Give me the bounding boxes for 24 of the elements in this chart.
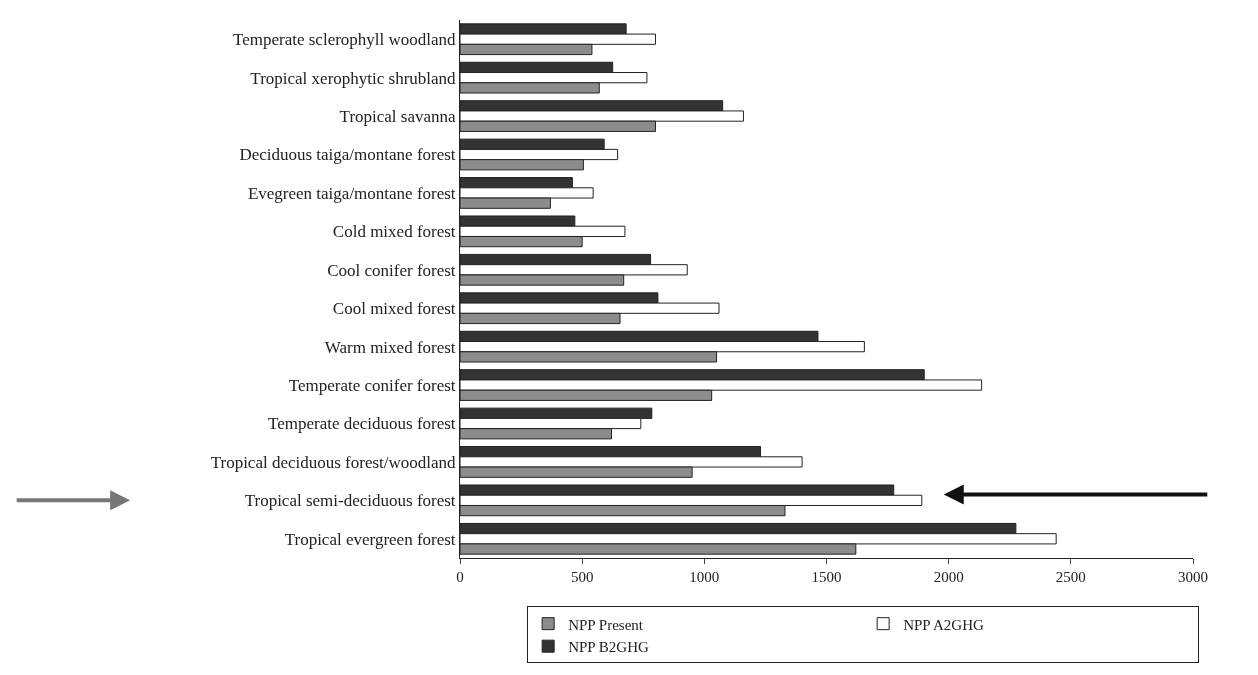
y-tick-label: Tropical evergreen forest (284, 529, 456, 549)
legend-label: NPP A2GHG (903, 616, 985, 633)
y-tick-label: Cool conifer forest (327, 260, 456, 280)
y-tick-label: Cold mixed forest (332, 222, 456, 242)
y-tick-label: Temperate deciduous forest (267, 414, 456, 434)
x-tick-label: 500 (570, 569, 594, 585)
y-tick-label: Tropical deciduous forest/woodland (210, 452, 457, 472)
x-tick-label: 2000 (933, 569, 964, 585)
x-tick-label: 2500 (1055, 569, 1086, 585)
y-tick-label: Tropical savanna (339, 107, 457, 127)
legend-label: NPP Present (568, 616, 644, 633)
y-tick-label: Tropical semi-deciduous forest (244, 491, 456, 511)
x-tick-label: 0 (456, 569, 464, 585)
y-tick-label: Temperate sclerophyll woodland (233, 30, 457, 50)
y-tick-label: Cool mixed forest (332, 299, 456, 319)
x-tick-label: 3000 (1178, 569, 1208, 585)
y-tick-label: Deciduous taiga/montane forest (239, 145, 456, 165)
x-tick-label: 1500 (811, 569, 842, 585)
legend-label: NPP B2GHG (568, 639, 650, 656)
x-tick-label: 1000 (689, 569, 720, 585)
y-tick-label: Temperate conifer forest (288, 376, 456, 396)
y-tick-label: Tropical xerophytic shrubland (250, 68, 457, 88)
y-tick-label: Warm mixed forest (324, 337, 456, 357)
y-tick-label: Evegreen taiga/montane forest (247, 183, 456, 203)
